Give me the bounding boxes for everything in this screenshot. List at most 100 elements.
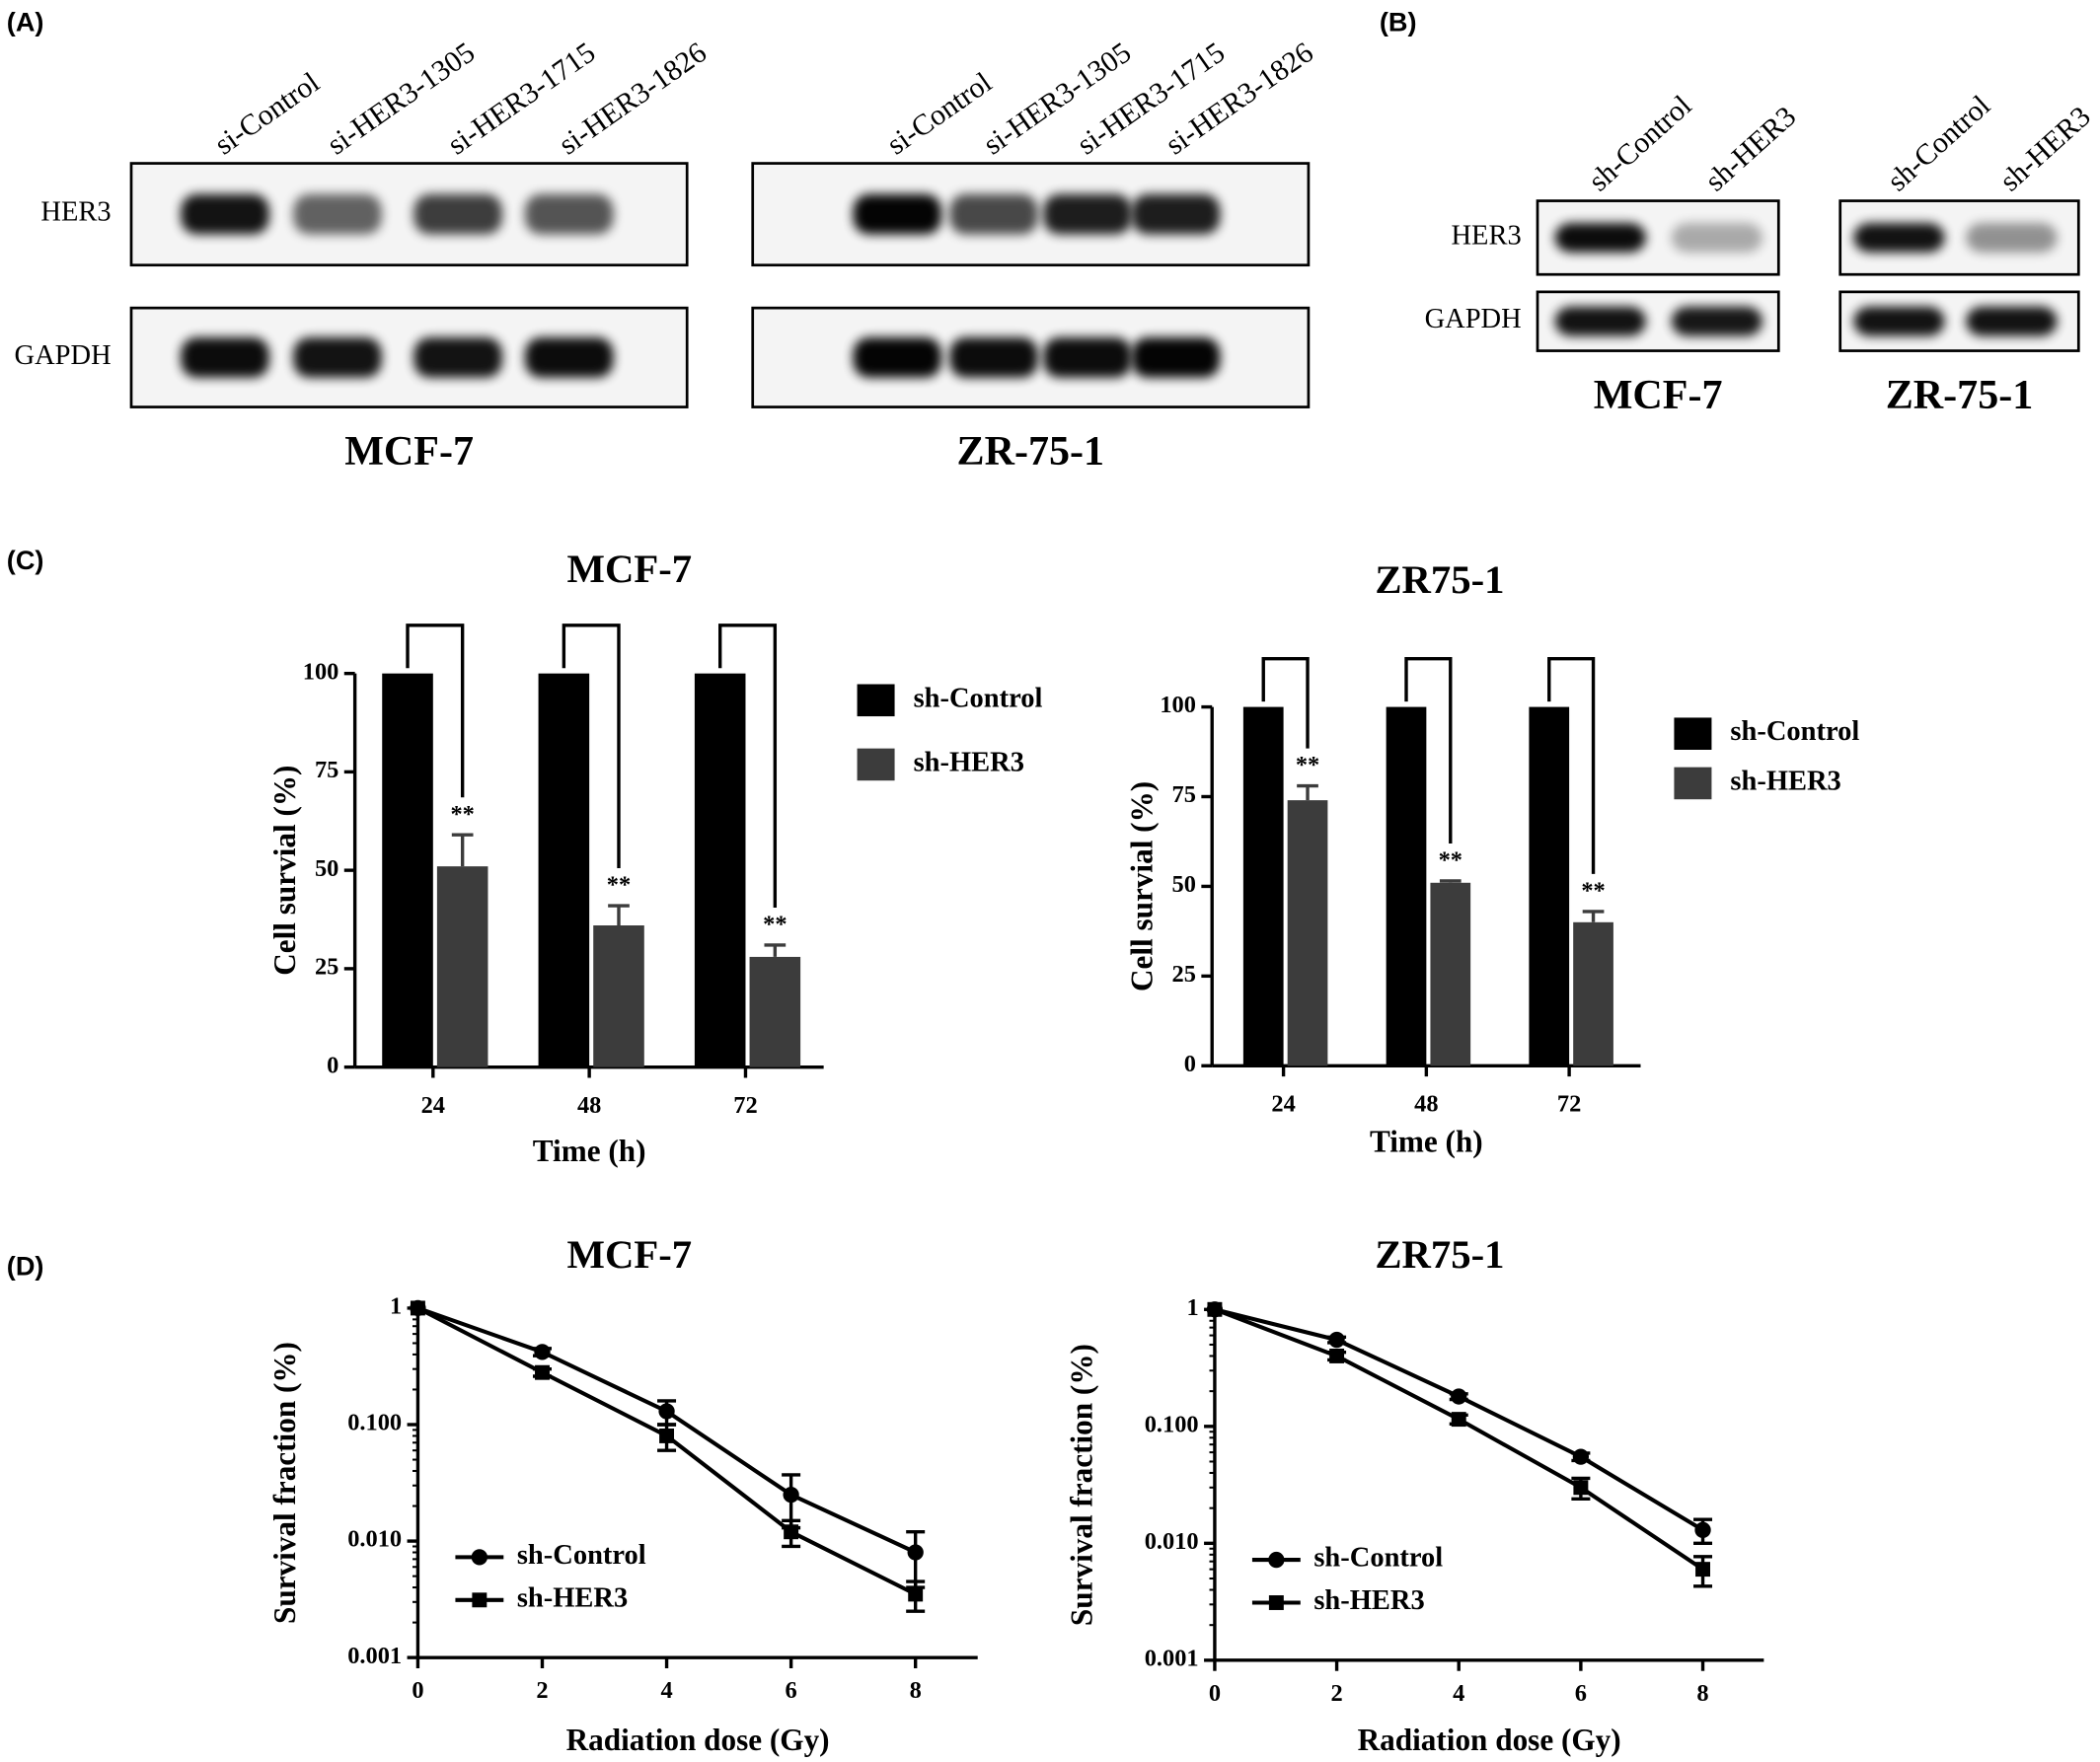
x-tick-label: 2: [1330, 1680, 1342, 1707]
band: [413, 337, 502, 378]
x-tick-label: 48: [1414, 1091, 1438, 1118]
y-tick-label: 25: [315, 954, 338, 981]
lane-label: si-Control: [209, 66, 326, 161]
legend-label: sh-HER3: [517, 1582, 628, 1613]
legend-swatch: [857, 684, 895, 717]
bar: [1430, 882, 1471, 1066]
y-tick-label: 0.001: [1145, 1645, 1199, 1671]
significance-bracket: [1404, 657, 1453, 844]
chart-title: MCF-7: [567, 547, 693, 591]
marker: [1695, 1562, 1710, 1578]
y-tick-label: 75: [315, 757, 338, 783]
row-label: GAPDH: [15, 340, 112, 371]
bar: [436, 866, 488, 1067]
chart-title: ZR75-1: [1375, 557, 1504, 602]
band: [1671, 222, 1762, 253]
panel-label: (B): [1380, 7, 1417, 37]
row-label: GAPDH: [1425, 304, 1522, 334]
marker: [1572, 1448, 1590, 1465]
band: [949, 193, 1038, 235]
significance-bracket: [1261, 657, 1310, 749]
significance-label: **: [1296, 752, 1319, 778]
legend-label: sh-Control: [1313, 1543, 1443, 1574]
y-tick-label: 50: [315, 855, 338, 882]
marker: [1573, 1480, 1589, 1496]
band: [1043, 193, 1132, 235]
legend-label: sh-HER3: [1730, 766, 1840, 796]
legend-label: sh-HER3: [914, 747, 1024, 777]
y-axis-label: Cell survial (%): [267, 766, 302, 976]
marker: [659, 1428, 675, 1443]
y-tick-label: 0.010: [347, 1526, 402, 1553]
marker: [1207, 1301, 1223, 1317]
band: [1131, 337, 1221, 378]
x-tick-label: 6: [786, 1677, 797, 1704]
panel-label: (C): [7, 545, 44, 575]
y-tick-label: 100: [1160, 692, 1196, 718]
legend-marker: [471, 1549, 488, 1566]
bar: [1242, 706, 1284, 1066]
band: [949, 337, 1038, 378]
y-tick-label: 0.001: [347, 1643, 402, 1669]
marker: [1329, 1348, 1345, 1363]
chart-title: ZR75-1: [1375, 1232, 1504, 1277]
band: [181, 337, 269, 378]
x-tick-label: 72: [733, 1092, 757, 1119]
x-tick-label: 8: [910, 1677, 922, 1704]
error-bar: [1297, 783, 1318, 801]
x-tick-label: 24: [421, 1092, 445, 1119]
band: [1853, 306, 1945, 336]
legend-marker: [1268, 1551, 1285, 1569]
x-axis-label: Time (h): [1370, 1125, 1483, 1159]
x-tick-label: 0: [412, 1677, 423, 1704]
marker: [658, 1403, 675, 1420]
cell-line-label: ZR-75-1: [1886, 373, 2034, 418]
y-axis-label: Survival fraction (%): [1064, 1344, 1098, 1626]
significance-bracket: [406, 624, 465, 798]
bar: [1573, 921, 1613, 1066]
y-tick-label: 50: [1172, 871, 1196, 898]
lane-label: si-Control: [881, 66, 998, 161]
marker: [1328, 1331, 1345, 1349]
y-tick-label: 0: [1184, 1051, 1196, 1077]
x-tick-label: 4: [660, 1677, 672, 1704]
marker: [783, 1486, 799, 1504]
marker: [410, 1300, 425, 1316]
y-tick-label: 0.100: [347, 1410, 402, 1436]
bar: [1386, 706, 1427, 1066]
y-tick-label: 25: [1172, 961, 1196, 988]
bar: [382, 673, 433, 1067]
lane-label: sh-HER3: [1699, 100, 1803, 197]
bar: [593, 925, 644, 1067]
x-axis-label: Radiation dose (Gy): [566, 1723, 830, 1757]
chart-title: MCF-7: [567, 1232, 693, 1277]
legend-label: sh-HER3: [1313, 1585, 1424, 1616]
error-bar: [1439, 879, 1462, 883]
marker: [534, 1344, 551, 1360]
x-axis-label: Time (h): [533, 1134, 646, 1168]
legend-label: sh-Control: [1730, 716, 1859, 747]
marker: [907, 1544, 924, 1561]
legend-marker: [1268, 1595, 1284, 1610]
band: [853, 337, 942, 378]
band: [525, 193, 614, 235]
cell-line-label: ZR-75-1: [957, 429, 1105, 475]
band: [1966, 222, 2058, 253]
cell-line-label: MCF-7: [344, 429, 474, 475]
legend-marker: [472, 1592, 488, 1608]
significance-label: **: [450, 801, 474, 828]
x-tick-label: 24: [1271, 1091, 1295, 1118]
bar: [1529, 706, 1570, 1066]
row-label: HER3: [1451, 220, 1521, 251]
y-axis-label: Cell survial (%): [1125, 781, 1160, 991]
marker: [1694, 1521, 1711, 1538]
y-axis-label: Survival fraction (%): [267, 1342, 302, 1624]
x-tick-label: 48: [577, 1092, 601, 1119]
band: [293, 193, 382, 235]
y-tick-label: 0.100: [1145, 1411, 1199, 1437]
band: [525, 337, 614, 378]
band: [1853, 222, 1945, 253]
x-tick-label: 6: [1575, 1680, 1587, 1707]
significance-label: **: [1439, 847, 1462, 874]
